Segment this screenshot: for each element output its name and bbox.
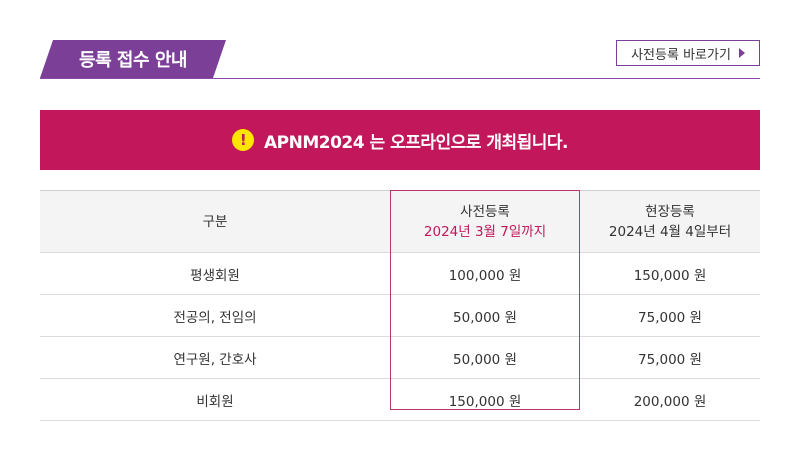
row-category: 연구원, 간호사 <box>40 336 390 379</box>
section-header: 등록 접수 안내 사전등록 바로가기 <box>40 40 760 80</box>
notice-banner: ! APNM2024 는 오프라인으로 개최됩니다. <box>40 110 760 170</box>
header-onsite: 현장등록 2024년 4월 4일부터 <box>580 190 760 253</box>
row-preregistration-fee: 100,000 원 <box>390 252 580 295</box>
header-category-label: 구분 <box>202 213 228 230</box>
table-row: 연구원, 간호사 50,000 원 75,000 원 <box>40 336 760 379</box>
table-header-row: 구분 사전등록 2024년 3월 7일까지 현장등록 2024년 4월 4일부터 <box>40 190 760 253</box>
row-category: 비회원 <box>40 378 390 421</box>
registration-fee-table-wrap: 구분 사전등록 2024년 3월 7일까지 현장등록 2024년 4월 4일부터… <box>40 190 760 421</box>
row-category: 평생회원 <box>40 252 390 295</box>
row-category: 전공의, 전임의 <box>40 294 390 337</box>
row-onsite-fee: 150,000 원 <box>580 252 760 295</box>
header-preregistration-label: 사전등록 <box>460 203 510 220</box>
table-row: 전공의, 전임의 50,000 원 75,000 원 <box>40 294 760 337</box>
exclamation-icon: ! <box>232 129 255 151</box>
header-onsite-date: 2024년 4월 4일부터 <box>608 223 732 240</box>
row-onsite-fee: 200,000 원 <box>580 378 760 421</box>
row-onsite-fee: 75,000 원 <box>580 294 760 337</box>
header-category: 구분 <box>40 190 390 253</box>
registration-fee-table: 구분 사전등록 2024년 3월 7일까지 현장등록 2024년 4월 4일부터… <box>40 190 760 421</box>
section-title: 등록 접수 안내 <box>79 50 187 71</box>
row-preregistration-fee: 50,000 원 <box>390 294 580 337</box>
table-row: 평생회원 100,000 원 150,000 원 <box>40 252 760 295</box>
preregistration-link-label: 사전등록 바로가기 <box>631 47 731 63</box>
row-onsite-fee: 75,000 원 <box>580 336 760 379</box>
header-onsite-label: 현장등록 <box>645 203 695 220</box>
preregistration-link-button[interactable]: 사전등록 바로가기 <box>616 40 760 66</box>
header-preregistration: 사전등록 2024년 3월 7일까지 <box>390 190 580 253</box>
notice-text: APNM2024 는 오프라인으로 개최됩니다. <box>264 132 568 153</box>
header-preregistration-deadline: 2024년 3월 7일까지 <box>423 223 547 240</box>
row-preregistration-fee: 150,000 원 <box>390 378 580 421</box>
title-underline <box>40 78 760 79</box>
row-preregistration-fee: 50,000 원 <box>390 336 580 379</box>
section-title-tab: 등록 접수 안내 <box>40 40 226 78</box>
table-row: 비회원 150,000 원 200,000 원 <box>40 378 760 421</box>
arrow-right-icon <box>738 48 745 58</box>
